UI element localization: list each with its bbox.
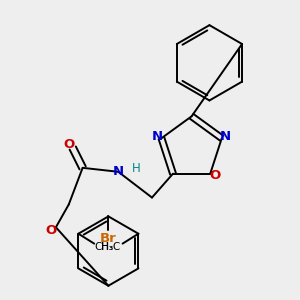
Text: O: O [63, 138, 74, 151]
Text: N: N [113, 165, 124, 178]
Text: N: N [152, 130, 163, 143]
Text: H₃C: H₃C [101, 242, 120, 252]
Text: O: O [210, 169, 221, 182]
Text: Br: Br [100, 232, 117, 245]
Text: N: N [220, 130, 231, 143]
Text: CH₃: CH₃ [94, 242, 114, 252]
Text: H: H [132, 162, 140, 175]
Text: O: O [45, 224, 57, 237]
